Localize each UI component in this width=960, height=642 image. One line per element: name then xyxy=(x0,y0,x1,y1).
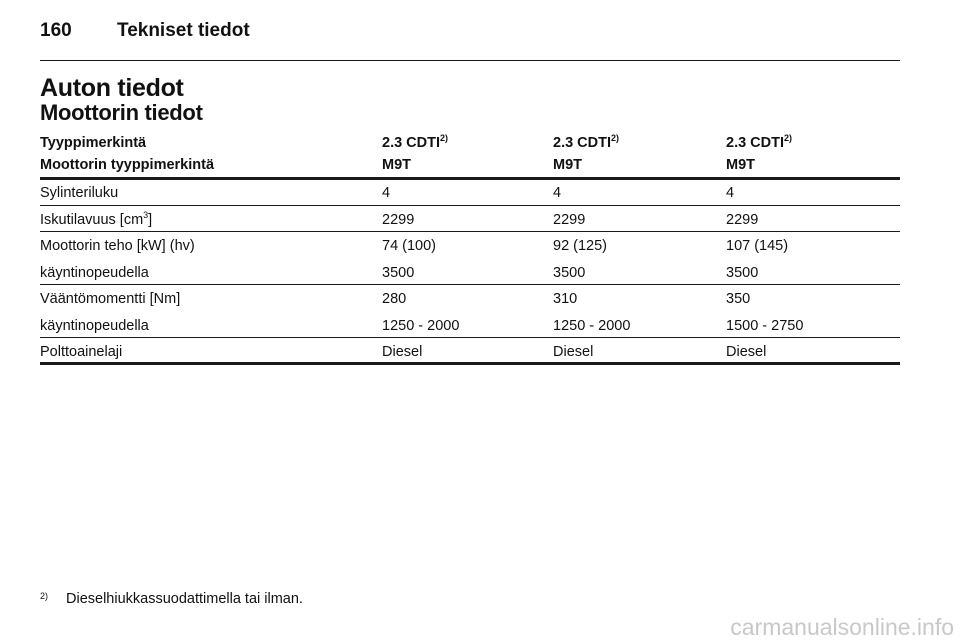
table-cell: M9T xyxy=(553,157,582,173)
footnote-marker: 2) xyxy=(40,591,49,601)
table-cell: 4 xyxy=(726,185,735,201)
page-subtitle: Moottorin tiedot xyxy=(40,100,203,125)
table-cell: 310 xyxy=(553,291,578,307)
table-cell: 2.3 CDTI2) xyxy=(553,134,619,152)
table-cell: M9T xyxy=(726,157,755,173)
superscript: 2) xyxy=(784,133,793,143)
table-rule xyxy=(40,204,900,206)
table-cell: Sylinteriluku xyxy=(40,185,119,201)
table-cell: 4 xyxy=(553,185,562,201)
superscript: 2) xyxy=(611,133,620,143)
table-cell: 2.3 CDTI2) xyxy=(382,134,448,152)
table-cell: Moottorin tyyppimerkintä xyxy=(40,157,215,173)
table-cell: 2299 xyxy=(382,211,415,228)
header-rule xyxy=(40,60,900,61)
table-cell: Diesel xyxy=(553,344,594,360)
table-cell: Vääntömomentti [Nm] xyxy=(40,291,181,307)
table-cell: Iskutilavuus [cm3] xyxy=(40,209,153,229)
cell-text: 2.3 CDTI xyxy=(553,135,612,151)
table-cell: 3500 xyxy=(382,264,415,281)
superscript: 3 xyxy=(143,209,149,220)
table-rule xyxy=(40,177,900,180)
section-title: Tekniset tiedot xyxy=(117,20,250,41)
table-cell: Polttoainelaji xyxy=(40,344,123,360)
table-cell: M9T xyxy=(382,157,411,173)
footnote-text: Dieselhiukkassuodattimella tai ilman. xyxy=(66,591,303,607)
table-cell: 350 xyxy=(726,291,751,307)
page-number: 160 xyxy=(40,20,72,41)
table-cell: 1500 - 2750 xyxy=(726,317,804,334)
table-rule xyxy=(40,231,900,232)
table-cell: 2299 xyxy=(553,211,586,228)
table-cell: käyntinopeudella xyxy=(40,317,149,334)
table-cell: Tyyppimerkintä xyxy=(40,135,147,151)
table-cell: 74 (100) xyxy=(382,238,437,254)
table-cell: 1250 - 2000 xyxy=(382,317,460,334)
page-title: Auton tiedot xyxy=(40,74,184,102)
cell-text: 2.3 CDTI xyxy=(382,135,441,151)
table-cell: 280 xyxy=(382,291,407,307)
table-cell: 3500 xyxy=(726,264,759,281)
cell-text: Iskutilavuus [cm xyxy=(40,211,144,228)
table-rule xyxy=(40,337,900,338)
watermark: carmanualsonline.info xyxy=(730,614,954,640)
table-cell: 1250 - 2000 xyxy=(553,317,631,334)
table-cell: 2299 xyxy=(726,211,759,228)
table-cell: 107 (145) xyxy=(726,238,789,254)
table-cell: Diesel xyxy=(382,344,423,360)
cell-text: 2.3 CDTI xyxy=(726,135,785,151)
table-cell: 2.3 CDTI2) xyxy=(726,134,792,152)
table-cell: Moottorin teho [kW] (hv) xyxy=(40,238,195,254)
table-cell: 3500 xyxy=(553,264,586,281)
table-rule xyxy=(40,284,900,285)
table-cell: 4 xyxy=(382,185,391,201)
table-cell: käyntinopeudella xyxy=(40,264,149,281)
cell-text: ] xyxy=(148,211,153,228)
table-cell: Diesel xyxy=(726,344,767,360)
table-cell: 92 (125) xyxy=(553,238,608,254)
table-rule xyxy=(40,361,900,365)
superscript: 2) xyxy=(440,133,449,143)
